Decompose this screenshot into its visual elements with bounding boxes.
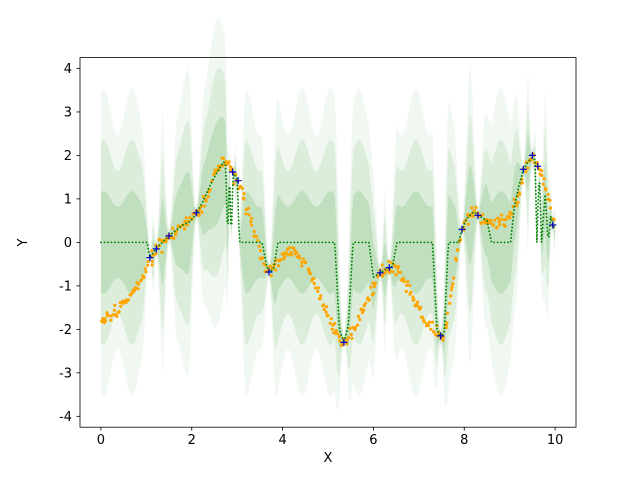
- x-tick-label: 10: [547, 433, 564, 448]
- y-tick-label: -2: [59, 323, 72, 338]
- y-tick-label: -3: [59, 366, 72, 381]
- x-tick-label: 6: [369, 433, 377, 448]
- training-points-markers: [146, 151, 557, 346]
- x-tick-label: 2: [188, 433, 196, 448]
- y-axis-label: Y: [16, 238, 31, 247]
- y-tick-label: 3: [64, 105, 72, 120]
- y-tick-label: 0: [64, 236, 72, 251]
- x-axis-label: X: [324, 451, 333, 466]
- x-tick-label: 8: [460, 433, 468, 448]
- prediction-mean-line: [100, 156, 556, 343]
- y-tick-label: 1: [64, 192, 72, 207]
- y-tick-label: 2: [64, 149, 72, 164]
- y-tick-label: -4: [59, 410, 72, 425]
- x-tick-label: 4: [278, 433, 286, 448]
- axes: 0 2 4 6 8 10 -4 -3 -2 -1 0 1 2 3 4: [59, 57, 577, 448]
- y-tick-label: 4: [64, 62, 72, 77]
- x-tick-label: 0: [97, 433, 105, 448]
- y-tick-label: -1: [59, 279, 72, 294]
- confidence-bands: [100, 17, 556, 412]
